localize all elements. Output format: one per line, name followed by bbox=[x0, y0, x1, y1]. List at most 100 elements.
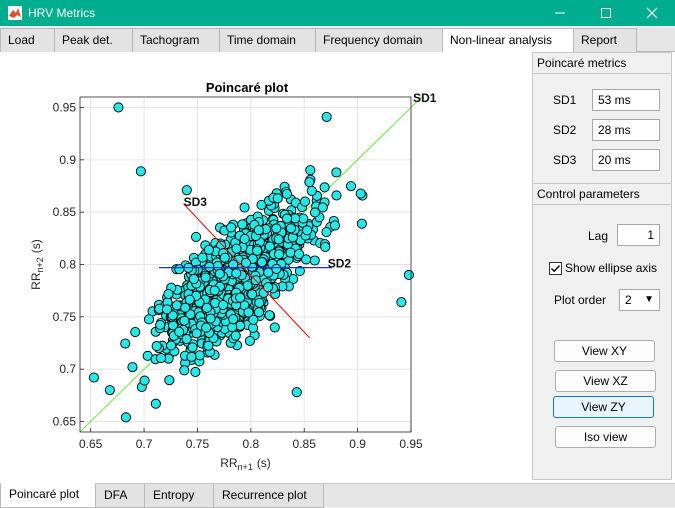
top-tab-bar: Load Peak det. Tachogram Time domain Fre… bbox=[0, 28, 675, 53]
data-point bbox=[163, 288, 174, 300]
data-point bbox=[256, 257, 268, 268]
data-point bbox=[179, 315, 190, 326]
plot-order-select[interactable]: 2 ▼ bbox=[619, 289, 660, 311]
data-point bbox=[271, 263, 282, 274]
data-point bbox=[235, 292, 246, 303]
data-point bbox=[396, 297, 407, 308]
x-axis-label-unit: (s) bbox=[257, 456, 271, 470]
data-point bbox=[226, 222, 237, 233]
data-point bbox=[285, 223, 296, 234]
data-point bbox=[264, 310, 275, 321]
tab-non-linear-analysis[interactable]: Non-linear analysis bbox=[442, 28, 574, 53]
divider bbox=[533, 204, 671, 205]
data-point bbox=[271, 223, 282, 234]
tab-frequency-domain[interactable]: Frequency domain bbox=[315, 28, 443, 52]
data-point bbox=[139, 375, 150, 386]
data-point bbox=[155, 353, 167, 364]
tab-time-domain[interactable]: Time domain bbox=[219, 28, 316, 52]
y-axis-label: RRn+2 (s) bbox=[29, 239, 45, 290]
data-point bbox=[321, 111, 332, 122]
data-point bbox=[164, 375, 175, 386]
data-point bbox=[166, 340, 177, 351]
data-point bbox=[171, 300, 182, 311]
y-axis-label-unit: (s) bbox=[29, 239, 43, 253]
x-axis-label: RRn+1 (s) bbox=[220, 456, 271, 472]
data-point bbox=[187, 342, 198, 353]
close-icon bbox=[646, 7, 658, 19]
data-point bbox=[321, 226, 332, 238]
x-tick-label: 0.8 bbox=[242, 437, 259, 451]
chart-annotations: SD1 SD2 SD3 bbox=[184, 91, 437, 270]
tab-load[interactable]: Load bbox=[0, 28, 55, 52]
view-zy-button[interactable]: View ZY bbox=[553, 396, 654, 418]
divider bbox=[533, 183, 671, 184]
data-point bbox=[248, 314, 259, 325]
bottom-tab-bar: Poincaré plot DFA Entropy Recurrence plo… bbox=[0, 483, 675, 508]
data-point bbox=[263, 282, 274, 293]
data-point bbox=[197, 252, 208, 263]
data-point bbox=[345, 181, 357, 192]
sd3-axis-line bbox=[183, 203, 310, 339]
iso-view-button[interactable]: Iso view bbox=[555, 426, 656, 448]
y-axis-label-main: RR bbox=[29, 272, 43, 290]
annotation-sd2: SD2 bbox=[328, 257, 352, 271]
data-point bbox=[309, 207, 321, 218]
data-point bbox=[194, 350, 205, 361]
tab-dfa[interactable]: DFA bbox=[95, 484, 145, 508]
data-point bbox=[355, 188, 366, 199]
data-point bbox=[201, 302, 213, 313]
x-tick-label: 0.75 bbox=[186, 437, 210, 451]
data-point bbox=[231, 268, 242, 279]
lag-label: Lag bbox=[588, 229, 609, 243]
side-panel: Poincaré metrics SD1 53 ms SD2 28 ms SD3… bbox=[532, 52, 672, 480]
data-point bbox=[243, 307, 254, 318]
data-point bbox=[273, 234, 284, 245]
lag-input[interactable]: 1 bbox=[617, 224, 660, 246]
sd1-label: SD1 bbox=[553, 93, 577, 107]
data-point bbox=[272, 193, 283, 204]
data-point bbox=[130, 326, 141, 338]
data-point bbox=[190, 231, 202, 242]
view-xy-button[interactable]: View XY bbox=[554, 340, 655, 362]
plot-frame bbox=[79, 96, 412, 433]
sd2-value-field: 28 ms bbox=[592, 119, 660, 141]
tab-peak-detection[interactable]: Peak det. bbox=[54, 28, 133, 52]
view-xz-button[interactable]: View XZ bbox=[555, 370, 656, 392]
show-ellipse-checkbox[interactable] bbox=[549, 262, 562, 275]
data-point bbox=[247, 289, 258, 300]
data-point bbox=[88, 372, 99, 383]
data-point bbox=[285, 247, 296, 258]
data-point bbox=[294, 248, 305, 260]
metrics-panel-title: Poincaré metrics bbox=[537, 56, 627, 70]
maximize-button[interactable] bbox=[583, 0, 629, 26]
matlab-icon bbox=[8, 6, 22, 20]
tab-recurrence-plot[interactable]: Recurrence plot bbox=[213, 484, 324, 508]
data-point bbox=[203, 244, 214, 255]
tab-report[interactable]: Report bbox=[573, 28, 637, 52]
show-ellipse-label[interactable]: Show ellipse axis bbox=[565, 261, 658, 275]
divider bbox=[533, 73, 671, 74]
data-point bbox=[253, 225, 264, 236]
data-point bbox=[135, 166, 146, 177]
data-point bbox=[256, 199, 267, 210]
scatter-points bbox=[88, 102, 414, 423]
data-point bbox=[181, 185, 192, 196]
poincare-plot[interactable]: Poincaré plot 0.65 0.7 0.75 0.8 0.85 0.9 0.950… bbox=[0, 52, 530, 483]
data-point bbox=[214, 268, 225, 279]
data-point bbox=[331, 190, 342, 201]
data-point bbox=[304, 177, 315, 188]
data-point bbox=[228, 259, 239, 270]
data-point bbox=[186, 351, 197, 362]
chart-title: Poincaré plot bbox=[206, 80, 289, 95]
data-point bbox=[143, 314, 155, 325]
tab-poincare-plot[interactable]: Poincaré plot bbox=[0, 483, 96, 508]
data-point bbox=[104, 385, 115, 396]
y-tick-label: 0.9 bbox=[59, 153, 76, 167]
data-point bbox=[230, 330, 241, 341]
data-point bbox=[205, 313, 216, 324]
close-button[interactable] bbox=[629, 0, 675, 26]
plot-order-value: 2 bbox=[625, 293, 632, 307]
minimize-button[interactable] bbox=[537, 0, 583, 26]
tab-tachogram[interactable]: Tachogram bbox=[132, 28, 220, 52]
tab-entropy[interactable]: Entropy bbox=[144, 484, 214, 508]
